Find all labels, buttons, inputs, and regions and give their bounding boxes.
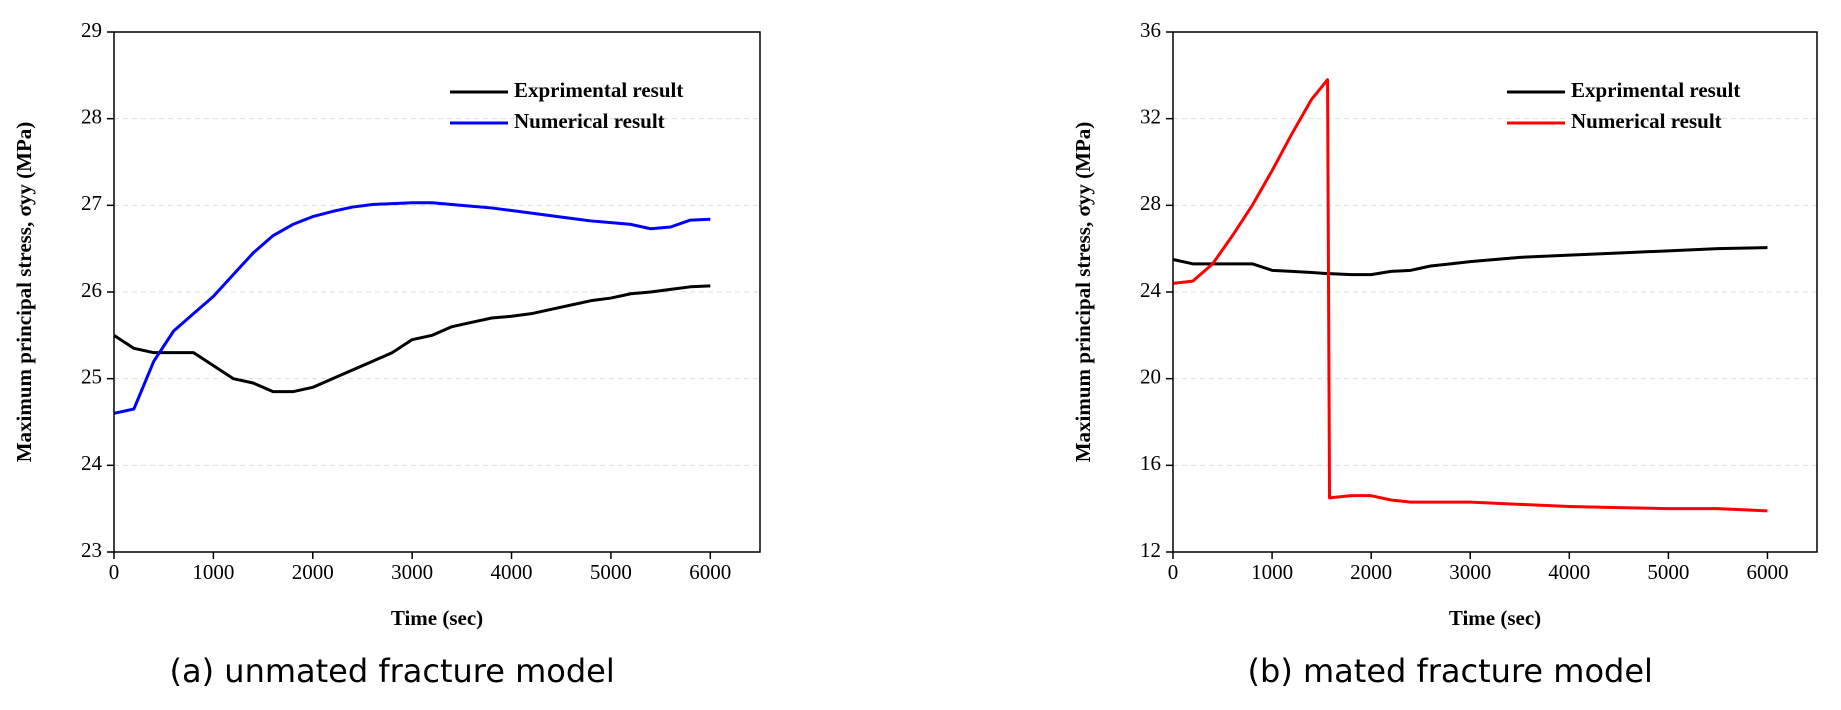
x-tick-label: 2000 <box>1350 560 1392 584</box>
series-line <box>113 284 711 394</box>
y-tick-label: 25 <box>81 364 102 388</box>
y-tick-label: 24 <box>81 451 103 475</box>
series-line <box>1172 78 1768 513</box>
x-tick-label: 5000 <box>1647 560 1689 584</box>
plot-frame <box>113 31 761 553</box>
series-line <box>113 201 711 415</box>
y-axis-label: Maximum principal stress, σyy (MPa) <box>12 122 36 463</box>
x-tick-label: 0 <box>109 560 120 584</box>
x-tick-label: 3000 <box>391 560 433 584</box>
y-tick-label: 27 <box>81 191 102 215</box>
x-tick-label: 1000 <box>1251 560 1293 584</box>
x-tick-label: 6000 <box>689 560 731 584</box>
x-tick-label: 0 <box>1168 560 1179 584</box>
series-line <box>1172 246 1768 277</box>
legend-label: Numerical result <box>514 109 665 133</box>
y-tick-label: 23 <box>81 538 102 562</box>
x-tick-label: 6000 <box>1746 560 1788 584</box>
y-tick-label: 29 <box>81 18 102 42</box>
caption: (b) mated fracture model <box>1248 652 1653 690</box>
y-tick-label: 24 <box>1140 278 1162 302</box>
y-tick-label: 12 <box>1140 538 1161 562</box>
plot-frame <box>1172 31 1818 553</box>
y-tick-label: 20 <box>1140 364 1161 388</box>
caption: (a) unmated fracture model <box>170 652 615 690</box>
legend-label: Exprimental result <box>1571 78 1740 102</box>
x-tick-label: 1000 <box>192 560 234 584</box>
y-tick-label: 28 <box>81 104 102 128</box>
x-tick-label: 4000 <box>1548 560 1590 584</box>
x-tick-label: 5000 <box>590 560 632 584</box>
y-tick-label: 28 <box>1140 191 1161 215</box>
y-tick-label: 16 <box>1140 451 1161 475</box>
x-axis-label: Time (sec) <box>1449 606 1541 630</box>
x-tick-label: 3000 <box>1449 560 1491 584</box>
y-tick-label: 32 <box>1140 104 1161 128</box>
legend-label: Numerical result <box>1571 109 1722 133</box>
y-tick-label: 26 <box>81 278 102 302</box>
x-tick-label: 2000 <box>292 560 334 584</box>
x-axis-label: Time (sec) <box>391 606 483 630</box>
y-tick-label: 36 <box>1140 18 1161 42</box>
legend-label: Exprimental result <box>514 78 683 102</box>
y-axis-label: Maximum principal stress, σyy (MPa) <box>1071 122 1095 463</box>
x-tick-label: 4000 <box>491 560 533 584</box>
